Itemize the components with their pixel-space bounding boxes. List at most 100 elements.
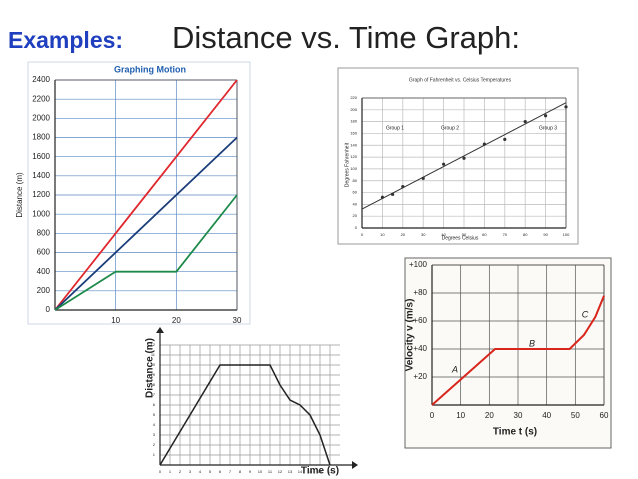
y-tick-label: 400 bbox=[37, 267, 51, 276]
data-point bbox=[503, 137, 507, 141]
y-tick-label: 200 bbox=[37, 286, 51, 295]
y-tick-label: 4 bbox=[153, 422, 156, 427]
x-tick-label: 10 bbox=[258, 469, 263, 474]
y-tick-label: 5 bbox=[153, 412, 156, 417]
y-tick-label: 800 bbox=[37, 228, 51, 237]
annotation: Group 2 bbox=[441, 125, 459, 131]
x-tick-label: 17 bbox=[328, 469, 333, 474]
chart-frame bbox=[404, 257, 612, 449]
x-tick-label: 100 bbox=[563, 232, 570, 237]
y-tick-label: 140 bbox=[350, 142, 357, 147]
y-tick-label: 20 bbox=[353, 213, 358, 218]
annotation: Group 3 bbox=[539, 125, 557, 131]
data-point bbox=[564, 105, 568, 109]
y-tick-label: +20 bbox=[413, 372, 427, 381]
x-tick-label: 30 bbox=[421, 232, 426, 237]
x-tick-label: 8 bbox=[239, 469, 242, 474]
x-axis-label: Degrees Celsius bbox=[442, 235, 479, 241]
data-point bbox=[421, 176, 425, 180]
x-tick-label: 3 bbox=[189, 469, 192, 474]
x-tick-label: 40 bbox=[542, 411, 551, 420]
y-tick-label: 1200 bbox=[32, 190, 50, 199]
y-tick-label: 2400 bbox=[32, 75, 50, 84]
data-line bbox=[54, 79, 238, 311]
chart-title: Graph of Fahrenheit vs. Celsius Temperat… bbox=[409, 77, 512, 83]
x-axis-label: Time t (s) bbox=[493, 427, 537, 438]
annotation: A bbox=[451, 364, 458, 374]
data-line bbox=[361, 102, 567, 210]
x-tick-label: 0 bbox=[361, 232, 364, 237]
y-tick-label: 1800 bbox=[32, 133, 50, 142]
x-tick-label: 10 bbox=[456, 411, 465, 420]
chart-title: Graphing Motion bbox=[114, 64, 186, 74]
y-tick-label: 11 bbox=[151, 352, 156, 357]
y-tick-label: 2200 bbox=[32, 94, 50, 103]
x-tick-label: 5 bbox=[209, 469, 212, 474]
y-tick-label: 0 bbox=[355, 225, 358, 230]
x-tick-label: 50 bbox=[571, 411, 580, 420]
data-line bbox=[159, 364, 331, 466]
y-tick-label: 160 bbox=[350, 131, 357, 136]
arrow-head bbox=[352, 461, 358, 469]
y-axis-label: Velocity v (m/s) bbox=[405, 299, 416, 372]
x-tick-label: 1 bbox=[169, 469, 172, 474]
slide-title: Distance vs. Time Graph: bbox=[172, 20, 520, 55]
y-tick-label: 1000 bbox=[32, 209, 50, 218]
data-line bbox=[54, 136, 238, 311]
slide-label: Examples: bbox=[8, 27, 123, 53]
x-tick-label: 90 bbox=[543, 232, 548, 237]
x-tick-label: 7 bbox=[229, 469, 232, 474]
x-tick-label: 60 bbox=[600, 411, 609, 420]
y-tick-label: 0 bbox=[46, 305, 51, 314]
chart-frame bbox=[337, 67, 579, 245]
data-point bbox=[391, 192, 395, 196]
y-tick-label: 40 bbox=[353, 201, 358, 206]
x-tick-label: 50 bbox=[462, 232, 467, 237]
y-tick-label: 1400 bbox=[32, 171, 50, 180]
y-tick-label: 2 bbox=[153, 442, 156, 447]
y-tick-label: 7 bbox=[153, 392, 156, 397]
x-tick-label: 13 bbox=[288, 469, 293, 474]
annotation: Group 1 bbox=[386, 125, 404, 131]
y-tick-label: 1 bbox=[153, 452, 156, 457]
y-tick-label: 100 bbox=[350, 166, 357, 171]
y-tick-label: 3 bbox=[153, 432, 156, 437]
x-tick-label: 10 bbox=[111, 316, 120, 325]
y-axis-label: Distance (m) bbox=[145, 338, 156, 398]
y-tick-label: 80 bbox=[353, 178, 358, 183]
y-axis-label: Degrees Fahrenheit bbox=[344, 142, 350, 187]
y-tick-label: +40 bbox=[413, 344, 427, 353]
x-tick-label: 0 bbox=[430, 411, 435, 420]
x-tick-label: 80 bbox=[523, 232, 528, 237]
annotation: B bbox=[529, 338, 535, 348]
x-tick-label: 12 bbox=[278, 469, 283, 474]
data-line bbox=[431, 295, 605, 406]
y-tick-label: +80 bbox=[413, 288, 427, 297]
x-tick-label: 2 bbox=[179, 469, 182, 474]
data-point bbox=[482, 142, 486, 146]
x-tick-label: 0 bbox=[159, 469, 162, 474]
x-tick-label: 15 bbox=[308, 469, 313, 474]
y-tick-label: 12 bbox=[151, 342, 156, 347]
data-point bbox=[462, 156, 466, 160]
chart-frame bbox=[27, 61, 251, 325]
x-tick-label: 30 bbox=[233, 316, 242, 325]
x-tick-label: 9 bbox=[249, 469, 252, 474]
data-point bbox=[380, 195, 384, 199]
x-tick-label: 16 bbox=[318, 469, 323, 474]
y-tick-label: 200 bbox=[350, 107, 357, 112]
y-tick-label: 180 bbox=[350, 119, 357, 124]
x-tick-label: 20 bbox=[401, 232, 406, 237]
data-point bbox=[523, 120, 527, 124]
x-tick-label: 4 bbox=[199, 469, 202, 474]
x-tick-label: 20 bbox=[172, 316, 181, 325]
y-tick-label: 60 bbox=[353, 190, 358, 195]
y-tick-label: 600 bbox=[37, 248, 51, 257]
x-axis-label: Time (s) bbox=[301, 466, 339, 477]
x-tick-label: 14 bbox=[298, 469, 303, 474]
y-tick-label: 120 bbox=[350, 154, 357, 159]
x-tick-label: 11 bbox=[268, 469, 273, 474]
x-tick-label: 40 bbox=[441, 232, 446, 237]
data-point bbox=[544, 114, 548, 118]
